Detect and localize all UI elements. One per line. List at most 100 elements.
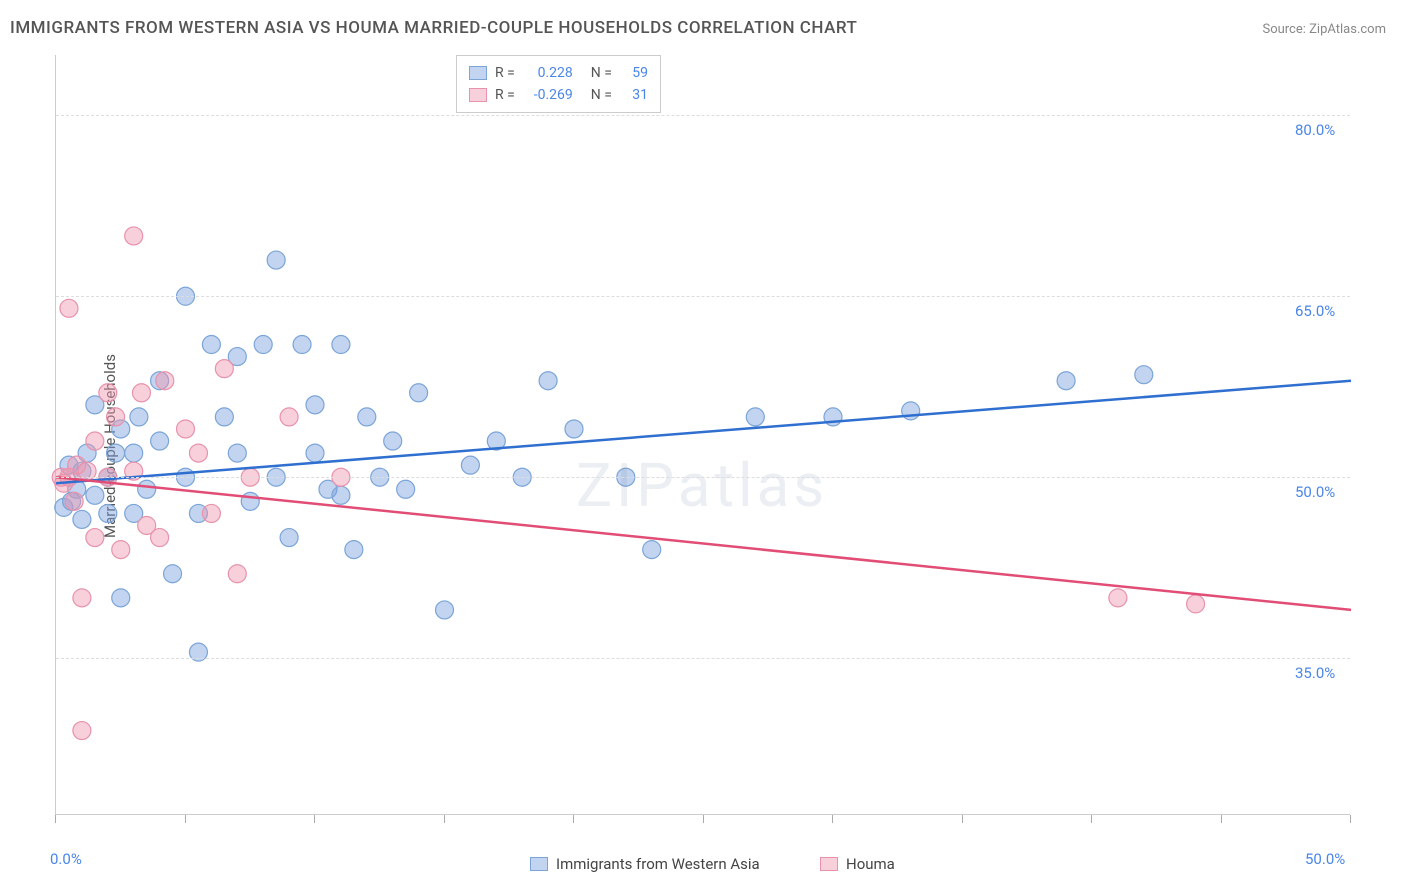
- chart-title: IMMIGRANTS FROM WESTERN ASIA VS HOUMA MA…: [10, 18, 857, 38]
- xtick-mark: [55, 815, 56, 823]
- xtick-mark: [703, 815, 704, 823]
- scatter-point: [202, 504, 220, 522]
- xtick-mark: [962, 815, 963, 823]
- legend-stat-row: R = 0.228 N = 59: [469, 62, 648, 84]
- scatter-point: [138, 480, 156, 498]
- scatter-point: [125, 227, 143, 245]
- scatter-point: [60, 299, 78, 317]
- n-label: N =: [591, 62, 612, 84]
- scatter-point: [1135, 366, 1153, 384]
- r-value: 0.228: [523, 62, 573, 84]
- xtick-mark: [573, 815, 574, 823]
- scatter-point: [202, 336, 220, 354]
- scatter-point: [73, 510, 91, 528]
- legend-stat-row: R = -0.269 N = 31: [469, 84, 648, 106]
- scatter-point: [86, 486, 104, 504]
- scatter-point: [397, 480, 415, 498]
- scatter-point: [280, 529, 298, 547]
- scatter-point: [130, 408, 148, 426]
- ytick-label: 80.0%: [1295, 121, 1335, 139]
- legend-label-1: Immigrants from Western Asia: [556, 855, 760, 873]
- scatter-point: [306, 444, 324, 462]
- scatter-point: [241, 492, 259, 510]
- xtick-mark: [314, 815, 315, 823]
- plot-svg: [56, 55, 1350, 814]
- scatter-point: [384, 432, 402, 450]
- scatter-point: [280, 408, 298, 426]
- scatter-point: [410, 384, 428, 402]
- scatter-point: [156, 372, 174, 390]
- scatter-point: [177, 420, 195, 438]
- ytick-label: 35.0%: [1295, 664, 1335, 682]
- scatter-point: [358, 408, 376, 426]
- scatter-point: [189, 444, 207, 462]
- scatter-point: [107, 444, 125, 462]
- xtick-mark: [444, 815, 445, 823]
- gridline: [56, 658, 1350, 659]
- legend-label-2: Houma: [846, 855, 895, 873]
- ytick-label: 65.0%: [1295, 302, 1335, 320]
- scatter-point: [332, 336, 350, 354]
- legend-series-2: Houma: [820, 855, 895, 873]
- gridline: [56, 477, 1350, 478]
- xtick-mark: [832, 815, 833, 823]
- scatter-point: [306, 396, 324, 414]
- scatter-point: [1057, 372, 1075, 390]
- scatter-point: [643, 541, 661, 559]
- r-value: -0.269: [523, 84, 573, 106]
- n-value: 31: [620, 84, 648, 106]
- legend-swatch-blue: [530, 857, 548, 871]
- scatter-point: [73, 589, 91, 607]
- scatter-point: [86, 529, 104, 547]
- scatter-point: [1187, 595, 1205, 613]
- legend-swatch-pink: [820, 857, 838, 871]
- scatter-point: [228, 565, 246, 583]
- scatter-point: [539, 372, 557, 390]
- scatter-point: [345, 541, 363, 559]
- source-label: Source: ZipAtlas.com: [1262, 22, 1386, 37]
- scatter-point: [267, 251, 285, 269]
- scatter-point: [215, 408, 233, 426]
- ytick-label: 50.0%: [1295, 483, 1335, 501]
- xtick-mark: [1221, 815, 1222, 823]
- legend-swatch: [469, 88, 487, 102]
- scatter-point: [151, 432, 169, 450]
- scatter-point: [65, 492, 83, 510]
- scatter-point: [746, 408, 764, 426]
- scatter-point: [107, 408, 125, 426]
- scatter-point: [215, 360, 233, 378]
- scatter-point: [164, 565, 182, 583]
- scatter-point: [112, 589, 130, 607]
- r-label: R =: [495, 62, 515, 84]
- scatter-point: [436, 601, 454, 619]
- xtick-mark: [185, 815, 186, 823]
- scatter-point: [132, 384, 150, 402]
- scatter-point: [565, 420, 583, 438]
- scatter-point: [112, 541, 130, 559]
- chart-container: ZIPatlas R =0.228N =59R =-0.269N =31: [55, 55, 1350, 815]
- plot-area: ZIPatlas R =0.228N =59R =-0.269N =31: [55, 55, 1350, 815]
- scatter-point: [151, 529, 169, 547]
- trend-line: [56, 477, 1351, 610]
- n-label: N =: [591, 84, 612, 106]
- xtick-label: 0.0%: [50, 850, 82, 868]
- r-label: R =: [495, 84, 515, 106]
- scatter-point: [86, 432, 104, 450]
- scatter-point: [461, 456, 479, 474]
- scatter-point: [332, 486, 350, 504]
- n-value: 59: [620, 62, 648, 84]
- trend-line: [56, 381, 1351, 484]
- scatter-point: [73, 722, 91, 740]
- legend-stats-box: R = 0.228 N = 59 R = -0.269 N = 31: [456, 55, 661, 113]
- gridline: [56, 115, 1350, 116]
- scatter-point: [228, 444, 246, 462]
- legend-series-1: Immigrants from Western Asia: [530, 855, 760, 873]
- gridline: [56, 296, 1350, 297]
- scatter-point: [293, 336, 311, 354]
- scatter-point: [99, 504, 117, 522]
- scatter-point: [1109, 589, 1127, 607]
- xtick-mark: [1091, 815, 1092, 823]
- legend-swatch: [469, 66, 487, 80]
- scatter-point: [254, 336, 272, 354]
- scatter-point: [125, 444, 143, 462]
